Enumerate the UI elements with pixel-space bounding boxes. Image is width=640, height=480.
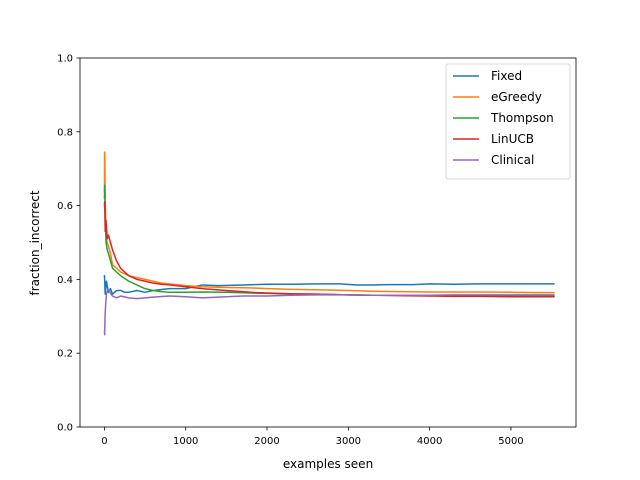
x-tick-label: 0 (101, 436, 107, 447)
y-tick-label: 0.8 (57, 127, 73, 138)
y-axis: 0.0 0.2 0.4 0.6 0.8 1.0 (57, 54, 80, 434)
legend-label: Thompson (490, 111, 554, 125)
y-tick-label: 0.6 (57, 201, 73, 212)
x-axis: 0 1000 2000 3000 4000 5000 (101, 427, 524, 447)
plot-area (79, 57, 577, 428)
x-tick-label: 1000 (173, 436, 198, 447)
series-line-fixed (103, 274, 555, 295)
legend: Fixed eGreedy Thompson LinUCB Clinical (445, 63, 571, 180)
x-tick-label: 2000 (254, 436, 279, 447)
series-line-clinical (103, 289, 555, 336)
legend-label: eGreedy (491, 90, 542, 104)
x-tick-label: 5000 (498, 436, 523, 447)
y-axis-label: fraction_incorrect (28, 190, 42, 295)
y-tick-label: 0.0 (57, 423, 73, 434)
x-tick-label: 4000 (417, 436, 442, 447)
legend-label: Fixed (491, 69, 522, 83)
axes-frame (79, 57, 577, 428)
y-tick-label: 1.0 (57, 54, 73, 65)
legend-box (445, 63, 571, 180)
x-tick-label: 3000 (336, 436, 361, 447)
legend-label: Clinical (491, 153, 534, 167)
y-tick-label: 0.4 (57, 275, 73, 286)
x-axis-label: examples seen (283, 457, 373, 471)
series-line-egreedy (103, 151, 555, 294)
legend-label: LinUCB (491, 132, 534, 146)
y-tick-label: 0.2 (57, 349, 73, 360)
